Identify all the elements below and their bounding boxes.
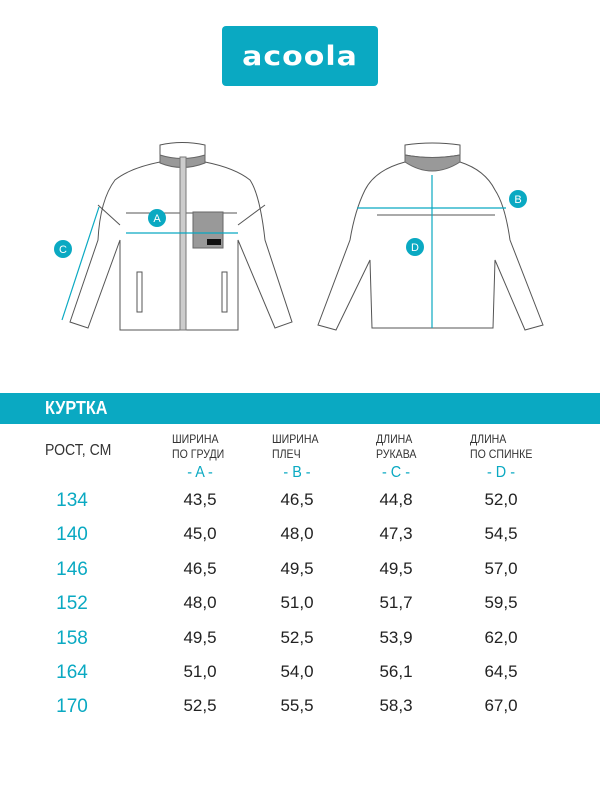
svg-text:C: C [59,244,67,256]
measurement-cell: 51,0 [280,593,314,613]
measurement-cell: 54,5 [484,524,518,544]
measurement-cell: 49,5 [379,558,413,578]
row-header: РОСТ, СМ [45,442,112,459]
height-value: 146 [56,558,88,580]
measurement-cell: 52,5 [183,696,217,716]
table-row: 164 51,0 54,0 56,1 64,5 [0,662,600,692]
measurement-cell: 49,5 [280,558,314,578]
measurement-cell: 51,7 [379,593,413,613]
measurement-cell: 62,0 [484,627,518,647]
measurement-cell: 43,5 [183,490,217,509]
jacket-measurement-diagram: A B C D [54,142,544,331]
measurement-cell: 52,0 [484,490,518,509]
jacket-front [69,142,293,331]
measurement-cell: 46,5 [280,490,314,509]
svg-text:A: A [153,213,161,225]
measurement-cell: 45,0 [183,524,217,544]
table-row: 140 45,0 48,0 47,3 54,5 [0,524,600,554]
measurement-cell: 57,0 [484,558,518,578]
column-letter-b: - B - [283,464,311,481]
measurement-cell: 64,5 [484,662,518,681]
measurement-cell: 49,5 [183,627,217,647]
measurement-cell: 54,0 [280,662,314,681]
table-row: 146 46,5 49,5 49,5 57,0 [0,559,600,589]
column-header-b: ШИРИНА ПЛЕЧ [272,432,319,461]
measurement-cell: 53,9 [379,627,413,647]
measurement-arrows [61,175,506,328]
measurement-cell: 56,1 [379,662,413,681]
column-letter-a: - A - [187,464,213,481]
measurement-cell: 51,0 [183,662,217,681]
measurement-cell: 48,0 [280,524,314,544]
height-value: 158 [56,627,88,649]
measurement-cell: 59,5 [484,593,518,613]
column-header-a: ШИРИНА ПО ГРУДИ [172,432,225,461]
height-value: 164 [56,662,88,683]
column-header-c: ДЛИНА РУКАВА [376,432,417,461]
height-value: 134 [56,490,88,511]
table-row: 152 48,0 51,0 51,7 59,5 [0,593,600,623]
measurement-cell: 55,5 [280,696,314,716]
acoola-logo: acoola [222,26,378,86]
measurement-cell: 52,5 [280,627,314,647]
jacket-back [317,142,544,331]
height-value: 140 [56,524,88,546]
measurement-cell: 48,0 [183,593,217,613]
measurement-cell: 47,3 [379,524,413,544]
svg-text:B: B [514,194,521,206]
column-letter-d: - D - [486,464,515,481]
measurement-cell: 58,3 [379,696,413,716]
table-row: 134 43,5 46,5 44,8 52,0 [0,490,600,520]
section-title: КУРТКА [45,398,108,418]
svg-text:D: D [411,242,419,254]
measurement-cell: 67,0 [484,696,518,716]
table-row: 170 52,5 55,5 58,3 67,0 [0,696,600,726]
column-letter-c: - C - [381,464,410,481]
height-value: 170 [56,696,88,718]
measurement-cell: 46,5 [183,558,217,578]
measurement-cell: 44,8 [379,490,413,509]
table-row: 158 49,5 52,5 53,9 62,0 [0,628,600,658]
column-header-d: ДЛИНА ПО СПИНКЕ [470,432,533,461]
measurement-labels: A B C D [54,190,527,258]
section-banner: КУРТКА [0,393,600,424]
height-value: 152 [56,593,88,615]
